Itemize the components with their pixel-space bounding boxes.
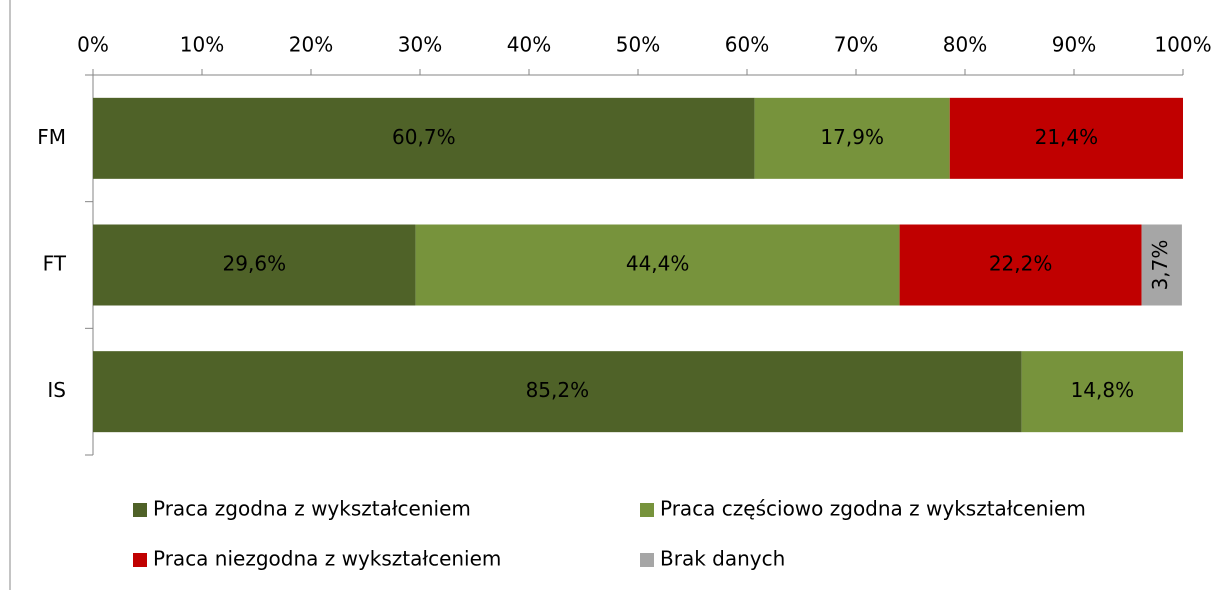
bar-segment: [93, 351, 1022, 433]
bar-segment: [415, 224, 900, 306]
data-label: 14,8%: [1071, 378, 1135, 402]
x-tick-label: 10%: [180, 33, 224, 57]
data-label: 3,7%: [1148, 240, 1172, 291]
x-tick-label: 60%: [725, 33, 769, 57]
legend-label: Praca zgodna z wykształceniem: [153, 497, 471, 521]
bar-segment: [93, 224, 416, 306]
data-label: 17,9%: [820, 125, 884, 149]
bar-segment: [1021, 351, 1183, 433]
data-label: 22,2%: [989, 252, 1053, 276]
legend-label: Praca częściowo zgodna z wykształceniem: [660, 497, 1086, 521]
legend-label: Brak danych: [660, 547, 785, 571]
x-tick-label: 100%: [1154, 33, 1211, 57]
y-tick-label: IS: [47, 378, 66, 402]
x-tick-label: 80%: [943, 33, 987, 57]
legend-swatch: [640, 553, 654, 567]
legend-label: Praca niezgodna z wykształceniem: [153, 547, 501, 571]
legend-swatch: [640, 503, 654, 517]
bar-segment: [899, 224, 1142, 306]
bar-segment: [1141, 224, 1182, 306]
x-tick-label: 50%: [616, 33, 660, 57]
x-tick-label: 90%: [1052, 33, 1096, 57]
x-tick-label: 40%: [507, 33, 551, 57]
x-tick-label: 0%: [77, 33, 109, 57]
y-tick-label: FT: [43, 252, 67, 276]
legend-swatch: [133, 503, 147, 517]
data-label: 60,7%: [392, 125, 456, 149]
bar-segment: [93, 97, 755, 179]
x-tick-label: 20%: [289, 33, 333, 57]
data-label: 85,2%: [526, 378, 590, 402]
data-label: 21,4%: [1035, 125, 1099, 149]
bar-segment: [949, 97, 1183, 179]
bar-segment: [754, 97, 950, 179]
data-label: 44,4%: [626, 252, 690, 276]
x-tick-label: 30%: [398, 33, 442, 57]
y-tick-label: FM: [37, 125, 66, 149]
legend-swatch: [133, 553, 147, 567]
x-tick-label: 70%: [834, 33, 878, 57]
data-label: 29,6%: [223, 252, 287, 276]
